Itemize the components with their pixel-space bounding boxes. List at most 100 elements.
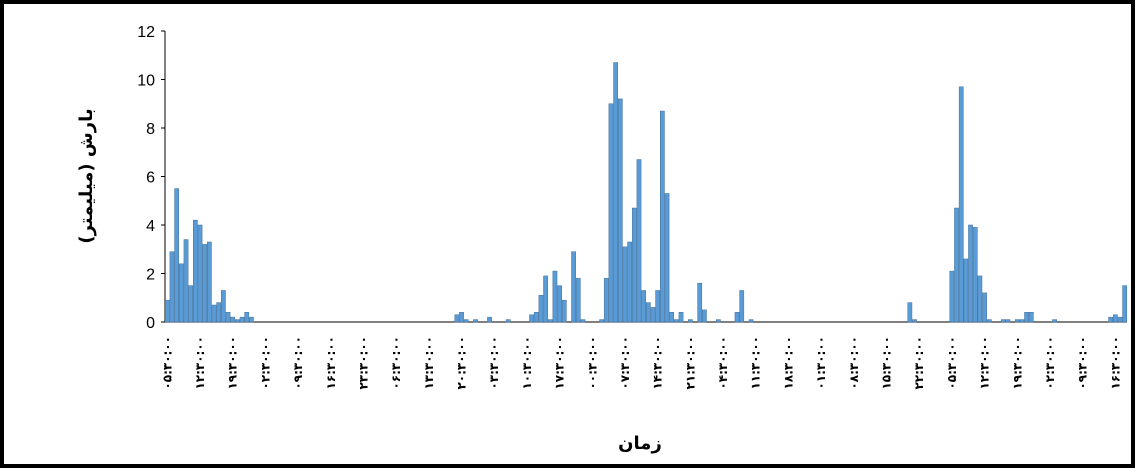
bar: [533, 312, 539, 323]
bar: [599, 319, 604, 323]
bar: [968, 224, 973, 323]
bar: [716, 319, 721, 323]
bar: [958, 86, 964, 323]
bar: [627, 241, 633, 323]
bar: [561, 299, 567, 323]
bar: [674, 319, 679, 323]
bar: [557, 285, 562, 323]
x-tick-label: ۰۴:۳۰:۰۰: [716, 336, 730, 390]
x-tick-label: ۱۶:۳۰:۰۰: [324, 336, 338, 390]
bar: [702, 309, 707, 323]
bar: [454, 314, 460, 323]
x-tick-label: ۰۳:۳۰:۰۰: [487, 336, 501, 390]
y-tick-label: 10: [137, 73, 155, 90]
x-tick-label: ۰۲:۳۰:۰۰: [1043, 336, 1057, 390]
bar: [571, 251, 576, 323]
x-tick-label: ۱۲:۳۰:۰۰: [193, 336, 207, 390]
x-tick-label: ۰۷:۳۰:۰۰: [618, 336, 632, 390]
y-axis-title: بارش (میلیمتر): [76, 108, 97, 243]
bar: [1052, 319, 1057, 323]
bar: [225, 312, 231, 323]
x-tick-label: ۱۹:۳۰:۰۰: [226, 336, 240, 390]
bar: [907, 302, 913, 323]
x-tick-label: ۰۰:۳۰:۰۰: [585, 336, 599, 390]
y-tick-label: 0: [146, 315, 155, 332]
x-tick-label: ۱۵:۳۰:۰۰: [880, 336, 894, 390]
x-tick-label: ۱۸:۳۰:۰۰: [781, 336, 795, 390]
bar: [221, 290, 226, 323]
x-tick-label: ۱۲:۳۰:۰۰: [978, 336, 992, 390]
bar: [664, 193, 670, 323]
bar: [1122, 285, 1128, 323]
bar: [473, 319, 478, 323]
bar: [645, 302, 651, 323]
bar: [739, 290, 745, 323]
bar: [178, 263, 184, 323]
bar: [949, 270, 955, 323]
bar: [1019, 319, 1025, 323]
x-tick-label: ۲۲:۳۰:۰۰: [912, 336, 926, 390]
x-tick-label: ۰۹:۳۰:۰۰: [1076, 336, 1090, 390]
bar: [547, 319, 553, 323]
x-tick-label: ۱۰:۳۰:۰۰: [520, 336, 534, 390]
bar: [197, 224, 203, 323]
bar: [169, 251, 175, 323]
bar: [216, 302, 222, 323]
bar: [529, 314, 534, 323]
bar: [972, 227, 978, 323]
bar: [230, 316, 236, 323]
bar: [669, 312, 675, 323]
bar: [580, 319, 586, 323]
bar: [487, 316, 492, 323]
x-tick-label: ۰۵:۳۰:۰۰: [160, 336, 174, 390]
x-tick-label: ۰۸:۳۰:۰۰: [847, 336, 861, 390]
bar: [193, 219, 198, 323]
bar: [986, 319, 992, 323]
y-tick-label: 2: [146, 267, 155, 284]
bar: [235, 319, 240, 323]
x-tick-label: ۱۹:۳۰:۰۰: [1010, 336, 1024, 390]
bar: [543, 275, 548, 323]
bar: [655, 290, 661, 323]
x-tick-label: ۰۶:۳۰:۰۰: [389, 336, 403, 390]
bar: [688, 319, 693, 323]
y-tick-label: 12: [137, 24, 155, 41]
bar: [977, 275, 983, 323]
x-tick-label: ۰۲:۳۰:۰۰: [258, 336, 272, 390]
bar: [459, 312, 464, 323]
bar: [636, 159, 642, 323]
x-tick-label: ۱۶:۳۰:۰۰: [1108, 336, 1122, 390]
x-tick-label: ۱۷:۳۰:۰۰: [553, 336, 567, 390]
bar: [174, 188, 180, 323]
bar: [697, 282, 703, 323]
bar: [1005, 319, 1011, 323]
bar: [207, 241, 212, 323]
bar: [650, 307, 656, 323]
bar: [613, 62, 618, 323]
bar: [678, 312, 684, 323]
bar: [734, 312, 740, 323]
bar: [244, 312, 250, 323]
bar: [608, 103, 614, 323]
bar: [538, 295, 544, 323]
bar: [211, 304, 217, 323]
x-tick-label: ۱۱:۳۰:۰۰: [749, 336, 763, 390]
x-tick-label: ۲۰:۳۰:۰۰: [455, 336, 469, 390]
bar: [463, 319, 469, 323]
bar: [631, 207, 637, 323]
bar: [202, 244, 208, 323]
bar: [188, 285, 194, 323]
bar: [1117, 316, 1123, 323]
bar: [622, 246, 628, 323]
bar: [239, 316, 245, 323]
bar: [659, 110, 665, 323]
bar: [1024, 312, 1029, 323]
bar: [164, 299, 170, 323]
bar: [603, 278, 609, 323]
bar: [575, 278, 581, 323]
bar: [617, 98, 623, 323]
x-tick-label: ۱۴:۳۰:۰۰: [651, 336, 665, 390]
bar: [963, 258, 969, 323]
